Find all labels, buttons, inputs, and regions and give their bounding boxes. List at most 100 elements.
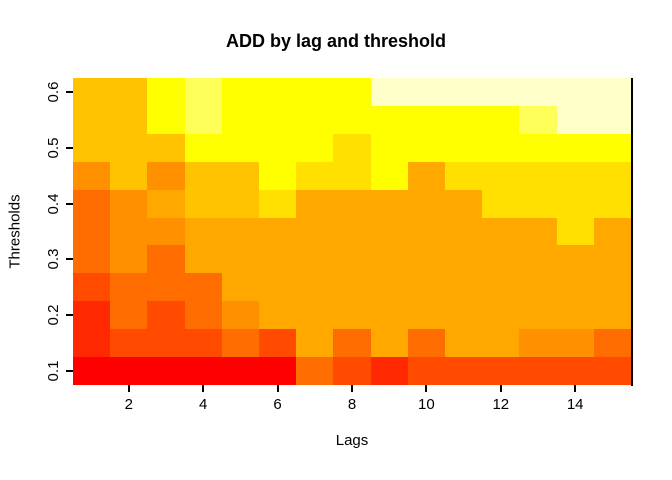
heatmap-cell <box>519 189 557 218</box>
heatmap-cell <box>296 105 334 134</box>
heatmap-cell <box>221 217 259 246</box>
heatmap-cell <box>593 301 631 330</box>
heatmap-cell <box>147 217 185 246</box>
heatmap-cell <box>556 105 594 134</box>
heatmap-cell <box>184 217 222 246</box>
heatmap-cell <box>333 133 371 162</box>
heatmap-cell <box>407 329 445 358</box>
heatmap-cell <box>519 301 557 330</box>
heatmap-cell <box>593 329 631 358</box>
heatmap-cell <box>147 161 185 190</box>
heatmap-cell <box>147 245 185 274</box>
heatmap-cell <box>556 217 594 246</box>
x-axis-tick <box>276 385 279 392</box>
heatmap-cell <box>147 357 185 385</box>
heatmap-cell <box>593 357 631 385</box>
heatmap-cell <box>445 161 483 190</box>
heatmap-cell <box>556 245 594 274</box>
y-axis-label: Thresholds <box>6 194 24 269</box>
heatmap-cell <box>482 273 520 302</box>
x-axis-tick-label: 4 <box>199 396 208 413</box>
x-axis-tick <box>425 385 428 392</box>
heatmap-cell <box>407 217 445 246</box>
heatmap-cell <box>110 245 148 274</box>
heatmap-cell <box>333 217 371 246</box>
heatmap-cell <box>370 105 408 134</box>
y-axis-tick <box>66 202 73 205</box>
heatmap-cell <box>333 273 371 302</box>
heatmap-cell <box>259 189 297 218</box>
heatmap-cell <box>259 329 297 358</box>
x-axis-tick <box>499 385 502 392</box>
heatmap-cell <box>519 273 557 302</box>
heatmap-cell <box>407 78 445 106</box>
right-axis-line <box>631 78 633 386</box>
chart-title: ADD by lag and threshold <box>225 31 447 51</box>
heatmap-cell <box>73 78 111 106</box>
heatmap-cell <box>519 161 557 190</box>
heatmap-cell <box>333 329 371 358</box>
heatmap-cell <box>296 189 334 218</box>
heatmap-cell <box>296 161 334 190</box>
heatmap-cell <box>593 78 631 106</box>
heatmap-cell <box>482 161 520 190</box>
y-axis-tick <box>66 146 73 149</box>
heatmap-cell <box>221 301 259 330</box>
heatmap-cell <box>407 301 445 330</box>
heatmap-cell <box>73 133 111 162</box>
heatmap-cell <box>73 161 111 190</box>
y-axis-tick <box>66 314 73 317</box>
heatmap-cell <box>73 217 111 246</box>
x-axis-tick <box>351 385 353 392</box>
heatmap-cell <box>407 273 445 302</box>
heatmap-cell <box>370 161 408 190</box>
x-axis-tick-label: 10 <box>418 396 435 413</box>
heatmap-cell <box>370 273 408 302</box>
heatmap-cell <box>556 133 594 162</box>
heatmap-cell <box>110 273 148 302</box>
heatmap-cell <box>333 189 371 218</box>
heatmap-cell <box>519 217 557 246</box>
heatmap-cell <box>221 357 259 385</box>
heatmap-cell <box>445 189 483 218</box>
heatmap-cell <box>296 78 334 106</box>
y-axis-tick <box>66 370 73 373</box>
heatmap-cell <box>482 357 520 385</box>
heatmap-cell <box>184 329 222 358</box>
heatmap-cell <box>259 357 297 385</box>
heatmap-cell <box>73 329 111 358</box>
heatmap-cell <box>519 133 557 162</box>
heatmap-cell <box>221 161 259 190</box>
heatmap-cell <box>110 217 148 246</box>
x-axis-tick-label: 12 <box>492 396 510 413</box>
heatmap-cell <box>519 245 557 274</box>
heatmap-cell <box>445 78 483 106</box>
x-axis-label: Lags <box>335 432 369 449</box>
heatmap-cell <box>259 105 297 134</box>
heatmap-cell <box>556 357 594 385</box>
heatmap-cell <box>73 189 111 218</box>
heatmap-cell <box>259 161 297 190</box>
heatmap-cell <box>184 189 222 218</box>
heatmap-cell <box>370 133 408 162</box>
heatmap-cell <box>482 105 520 134</box>
heatmap-cell <box>259 301 297 330</box>
heatmap-cell <box>370 357 408 385</box>
heatmap-cell <box>370 301 408 330</box>
heatmap-cell <box>370 245 408 274</box>
heatmap-cell <box>445 217 483 246</box>
x-axis-tick-label: 6 <box>273 396 282 413</box>
heatmap-cell <box>110 78 148 106</box>
heatmap-cell <box>333 357 371 385</box>
heatmap-cell <box>147 189 185 218</box>
y-axis-tick <box>66 90 73 93</box>
heatmap-cell <box>519 329 557 358</box>
heatmap-cell <box>73 245 111 274</box>
heatmap-cell <box>370 217 408 246</box>
heatmap-cell <box>333 245 371 274</box>
y-axis-tick-label: 0.1 <box>45 360 62 382</box>
heatmap-cell <box>482 217 520 246</box>
heatmap-cell <box>445 329 483 358</box>
y-axis-tick-label: 0.6 <box>45 81 62 103</box>
